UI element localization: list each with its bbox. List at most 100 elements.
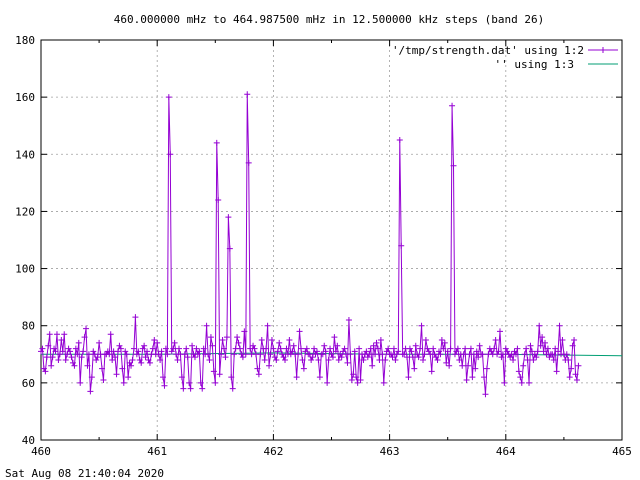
- strength-point: [43, 354, 50, 361]
- strength-point: [345, 317, 352, 323]
- strength-point: [151, 337, 158, 343]
- strength-point: [138, 359, 145, 366]
- strength-point: [372, 351, 379, 358]
- strength-point: [250, 342, 257, 349]
- strength-point: [412, 342, 419, 349]
- strength-point: [38, 348, 44, 355]
- strength-point: [161, 382, 168, 389]
- strength-point: [94, 354, 101, 361]
- strength-point: [116, 342, 123, 349]
- strength-point: [380, 379, 387, 386]
- strength-point: [501, 379, 508, 386]
- series-strength: [38, 91, 582, 398]
- strength-point: [180, 385, 187, 392]
- y-tick-label: 80: [22, 320, 35, 333]
- strength-point: [251, 345, 258, 352]
- strength-point: [78, 354, 85, 361]
- strength-point: [168, 348, 175, 355]
- strength-point: [218, 351, 225, 358]
- strength-point: [203, 322, 210, 329]
- strength-point: [374, 345, 381, 352]
- legend: '/tmp/strength.dat' using 1:2 '' using 1…: [392, 44, 618, 71]
- strength-point: [334, 342, 341, 349]
- strength-point: [290, 342, 297, 349]
- strength-point: [504, 348, 511, 355]
- strength-point: [507, 354, 514, 361]
- strength-point: [52, 348, 59, 355]
- strength-point: [186, 379, 193, 386]
- strength-point: [350, 371, 357, 378]
- strength-point: [367, 345, 374, 352]
- strength-point: [261, 357, 268, 363]
- strength-point: [99, 365, 105, 372]
- strength-point: [209, 342, 216, 349]
- strength-point: [415, 354, 422, 361]
- strength-point: [428, 368, 435, 375]
- grid: [41, 40, 622, 440]
- strength-point: [465, 362, 472, 369]
- strength-point: [189, 342, 196, 349]
- strength-point: [56, 351, 63, 358]
- strength-point: [69, 359, 76, 366]
- strength-point: [187, 385, 194, 392]
- strength-point: [178, 374, 185, 381]
- y-axis-tick-labels: 40 60 80 100 120 140 160 180: [15, 34, 35, 447]
- strength-point: [483, 365, 490, 372]
- strength-point: [540, 348, 547, 355]
- strength-point: [216, 371, 223, 378]
- x-tick-label: 465: [612, 445, 632, 458]
- strength-point: [136, 357, 143, 363]
- strength-point: [491, 345, 498, 352]
- strength-point: [568, 365, 575, 372]
- strength-point: [145, 357, 152, 363]
- strength-point: [293, 374, 300, 381]
- strength-point: [356, 345, 363, 352]
- strength-point: [569, 342, 576, 349]
- strength-point: [463, 377, 470, 383]
- strength-point: [67, 348, 74, 355]
- strength-point: [165, 94, 172, 101]
- strength-point: [556, 322, 563, 329]
- strength-point: [379, 351, 386, 358]
- strength-point: [496, 328, 503, 335]
- strength-point: [128, 362, 135, 369]
- strength-point: [377, 337, 384, 343]
- strength-point: [341, 345, 348, 352]
- strength-point: [440, 345, 447, 352]
- strength-point: [351, 348, 358, 355]
- strength-point: [563, 351, 570, 358]
- strength-point: [85, 351, 92, 358]
- strength-point: [421, 351, 428, 358]
- strength-point: [273, 357, 280, 363]
- strength-point: [72, 345, 79, 352]
- strength-point: [482, 391, 489, 398]
- strength-point: [109, 357, 116, 363]
- strength-point: [222, 354, 229, 361]
- strength-point: [363, 348, 370, 355]
- strength-point: [459, 362, 466, 369]
- x-tick-label: 463: [380, 445, 400, 458]
- strength-point: [327, 345, 334, 352]
- y-tick-label: 40: [22, 434, 35, 447]
- strength-point: [437, 351, 444, 358]
- strength-point: [462, 345, 469, 352]
- strength-point: [122, 348, 129, 355]
- strength-point: [107, 331, 114, 338]
- strength-point: [510, 357, 517, 363]
- strength-point: [488, 348, 495, 355]
- strength-point: [59, 348, 66, 355]
- strength-point: [299, 357, 306, 363]
- strength-point: [360, 357, 367, 363]
- strength-point: [534, 348, 541, 355]
- strength-point: [133, 351, 140, 358]
- strength-point: [258, 337, 265, 343]
- strength-point: [418, 322, 425, 329]
- strength-point: [68, 354, 75, 361]
- strength-point: [473, 348, 480, 355]
- strength-point: [536, 322, 543, 329]
- strength-point: [520, 362, 527, 369]
- strength-point: [521, 351, 528, 358]
- strength-point: [257, 351, 264, 358]
- strength-point: [279, 351, 286, 358]
